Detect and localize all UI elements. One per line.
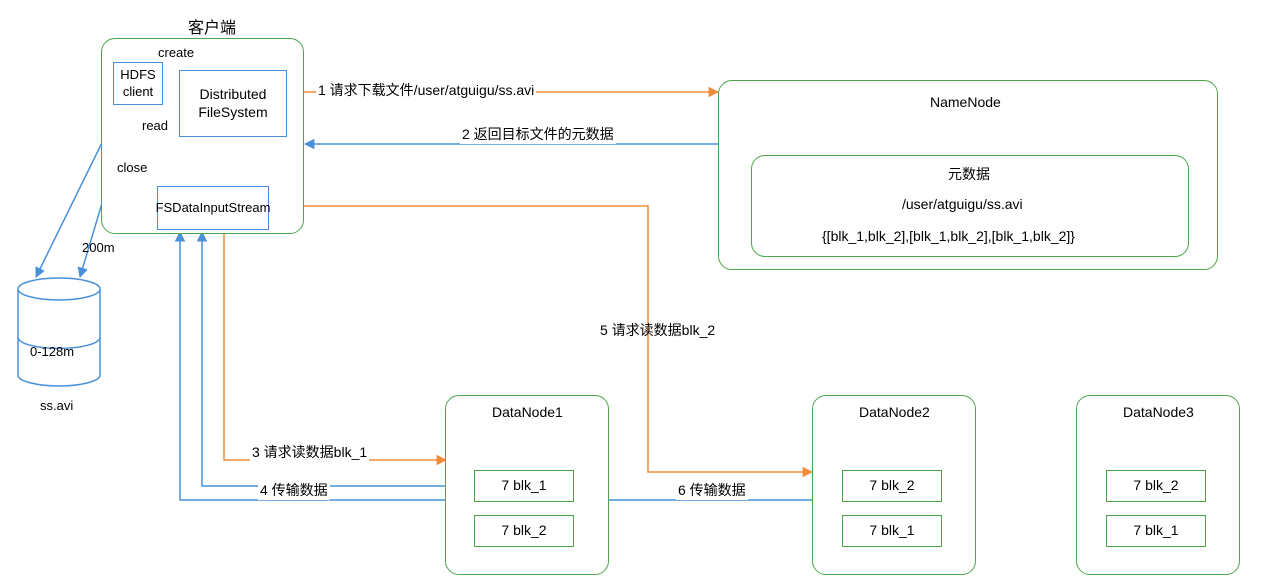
dn3-block2: 7 blk_1 — [1106, 515, 1206, 547]
fsdatainputstream-label: FSDataInputStream — [156, 200, 271, 216]
cylinder-range-label: 0-128m — [28, 344, 76, 359]
datanode3-title-label: DataNode3 — [1121, 404, 1196, 420]
size-200m-label: 200m — [80, 240, 117, 255]
dn1-block2: 7 blk_2 — [474, 515, 574, 547]
edge4-label: 4 传输数据 — [258, 480, 330, 500]
metadata-title-label: 元数据 — [946, 164, 992, 184]
edge1-label: 1 请求下载文件/user/atguigu/ss.avi — [316, 80, 536, 100]
datanode2-title-label: DataNode2 — [857, 404, 932, 420]
dn3-block1-label: 7 blk_2 — [1133, 477, 1178, 495]
edge2-label: 2 返回目标文件的元数据 — [460, 124, 616, 144]
distributed-filesystem-box: Distributed FileSystem — [179, 70, 287, 137]
dn1-block1-label: 7 blk_1 — [501, 477, 546, 495]
edge5-label: 5 请求读数据blk_2 — [598, 320, 717, 340]
metadata-blocks-label: {[blk_1,blk_2],[blk_1,blk_2],[blk_1,blk_… — [820, 228, 1077, 244]
dn2-block2-label: 7 blk_1 — [869, 522, 914, 540]
dn3-block1: 7 blk_2 — [1106, 470, 1206, 502]
dn2-block1-label: 7 blk_2 — [869, 477, 914, 495]
client-title-label: 客户端 — [186, 14, 238, 38]
edge-e3 — [224, 232, 446, 460]
dn3-block2-label: 7 blk_1 — [1133, 522, 1178, 540]
metadata-path-label: /user/atguigu/ss.avi — [900, 196, 1025, 212]
dn1-block2-label: 7 blk_2 — [501, 522, 546, 540]
datanode1-title-label: DataNode1 — [490, 404, 565, 420]
hdfs-client-box: HDFS client — [113, 62, 163, 105]
dn2-block2: 7 blk_1 — [842, 515, 942, 547]
read-label: read — [140, 118, 170, 133]
edge3-label: 3 请求读数据blk_1 — [250, 442, 369, 462]
edge6-label: 6 传输数据 — [676, 480, 748, 500]
dn1-block1: 7 blk_1 — [474, 470, 574, 502]
close-label: close — [115, 160, 149, 175]
namenode-title-label: NameNode — [928, 94, 1003, 110]
hdfs-client-label: HDFS client — [118, 67, 158, 100]
dn2-block1: 7 blk_2 — [842, 470, 942, 502]
distributed-filesystem-label: Distributed FileSystem — [184, 86, 282, 121]
create-label: create — [156, 45, 196, 60]
storage-cylinder-icon — [18, 278, 100, 386]
ssavi-label: ss.avi — [38, 398, 75, 413]
fsdatainputstream-box: FSDataInputStream — [157, 186, 269, 230]
